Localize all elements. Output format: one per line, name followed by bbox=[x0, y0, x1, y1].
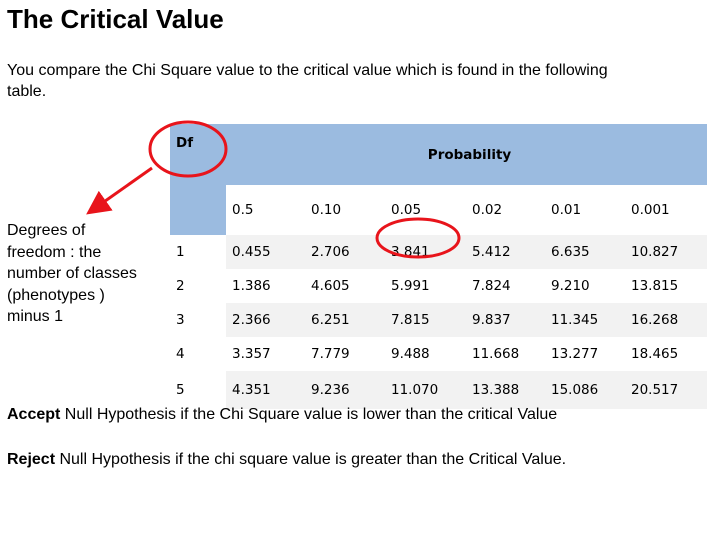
df-cell: 2 bbox=[170, 269, 226, 303]
value-cell: 2.366 bbox=[226, 303, 305, 337]
value-cell: 16.268 bbox=[625, 303, 707, 337]
value-cell: 2.706 bbox=[305, 235, 385, 269]
value-cell: 9.210 bbox=[545, 269, 625, 303]
value-cell: 5.412 bbox=[466, 235, 545, 269]
slide-title: The Critical Value bbox=[7, 4, 224, 34]
value-cell: 3.357 bbox=[226, 337, 305, 371]
df-cell: 4 bbox=[170, 337, 226, 371]
value-cell: 4.605 bbox=[305, 269, 385, 303]
probability-cell: 0.05 bbox=[385, 185, 466, 235]
reject-keyword: Reject bbox=[7, 451, 56, 468]
value-cell: 13.388 bbox=[466, 371, 545, 409]
probability-values-row: 0.5 0.10 0.05 0.02 0.01 0.001 bbox=[170, 185, 707, 235]
value-cell: 9.236 bbox=[305, 371, 385, 409]
value-cell: 9.488 bbox=[385, 337, 466, 371]
df-cell: 5 bbox=[170, 371, 226, 409]
reject-text: Null Hypothesis if the chi square value … bbox=[55, 451, 567, 468]
value-cell: 6.251 bbox=[305, 303, 385, 337]
value-cell: 11.345 bbox=[545, 303, 625, 337]
value-cell: 13.277 bbox=[545, 337, 625, 371]
probability-cell: 0.01 bbox=[545, 185, 625, 235]
value-cell: 13.815 bbox=[625, 269, 707, 303]
value-cell: 7.815 bbox=[385, 303, 466, 337]
value-cell: 5.991 bbox=[385, 269, 466, 303]
value-cell: 15.086 bbox=[545, 371, 625, 409]
probability-cell: 0.001 bbox=[625, 185, 707, 235]
degrees-of-freedom-note: Degrees of freedom : the number of class… bbox=[7, 222, 137, 325]
probability-header: Probability bbox=[226, 124, 707, 185]
accept-statement: Accept Null Hypothesis if the Chi Square… bbox=[7, 406, 557, 424]
df-header-continued bbox=[170, 185, 226, 235]
reject-statement: Reject Null Hypothesis if the chi square… bbox=[7, 451, 566, 469]
highlighted-value-cell: 3.841 bbox=[385, 235, 466, 269]
value-cell: 9.837 bbox=[466, 303, 545, 337]
table-row: 5 4.351 9.236 11.070 13.388 15.086 20.51… bbox=[170, 371, 707, 409]
value-cell: 7.824 bbox=[466, 269, 545, 303]
table-header-row: Df Probability bbox=[170, 124, 707, 185]
df-cell: 3 bbox=[170, 303, 226, 337]
value-cell: 1.386 bbox=[226, 269, 305, 303]
value-cell: 6.635 bbox=[545, 235, 625, 269]
value-cell: 7.779 bbox=[305, 337, 385, 371]
intro-text: You compare the Chi Square value to the … bbox=[7, 62, 608, 100]
df-cell: 1 bbox=[170, 235, 226, 269]
value-cell: 18.465 bbox=[625, 337, 707, 371]
table-row: 4 3.357 7.779 9.488 11.668 13.277 18.465 bbox=[170, 337, 707, 371]
value-cell: 20.517 bbox=[625, 371, 707, 409]
table-row: 3 2.366 6.251 7.815 9.837 11.345 16.268 bbox=[170, 303, 707, 337]
probability-cell: 0.02 bbox=[466, 185, 545, 235]
df-header: Df bbox=[170, 124, 226, 185]
value-cell: 4.351 bbox=[226, 371, 305, 409]
annotation-arrow bbox=[86, 166, 153, 215]
probability-cell: 0.5 bbox=[226, 185, 305, 235]
table-row: 1 0.455 2.706 3.841 5.412 6.635 10.827 bbox=[170, 235, 707, 269]
value-cell: 11.668 bbox=[466, 337, 545, 371]
value-cell: 10.827 bbox=[625, 235, 707, 269]
accept-keyword: Accept bbox=[7, 406, 61, 423]
table-row: 2 1.386 4.605 5.991 7.824 9.210 13.815 bbox=[170, 269, 707, 303]
value-cell: 0.455 bbox=[226, 235, 305, 269]
value-cell: 11.070 bbox=[385, 371, 466, 409]
critical-value-table: Df Probability 0.5 0.10 0.05 0.02 0.01 0… bbox=[170, 124, 707, 409]
probability-cell: 0.10 bbox=[305, 185, 385, 235]
accept-text: Null Hypothesis if the Chi Square value … bbox=[60, 406, 558, 423]
